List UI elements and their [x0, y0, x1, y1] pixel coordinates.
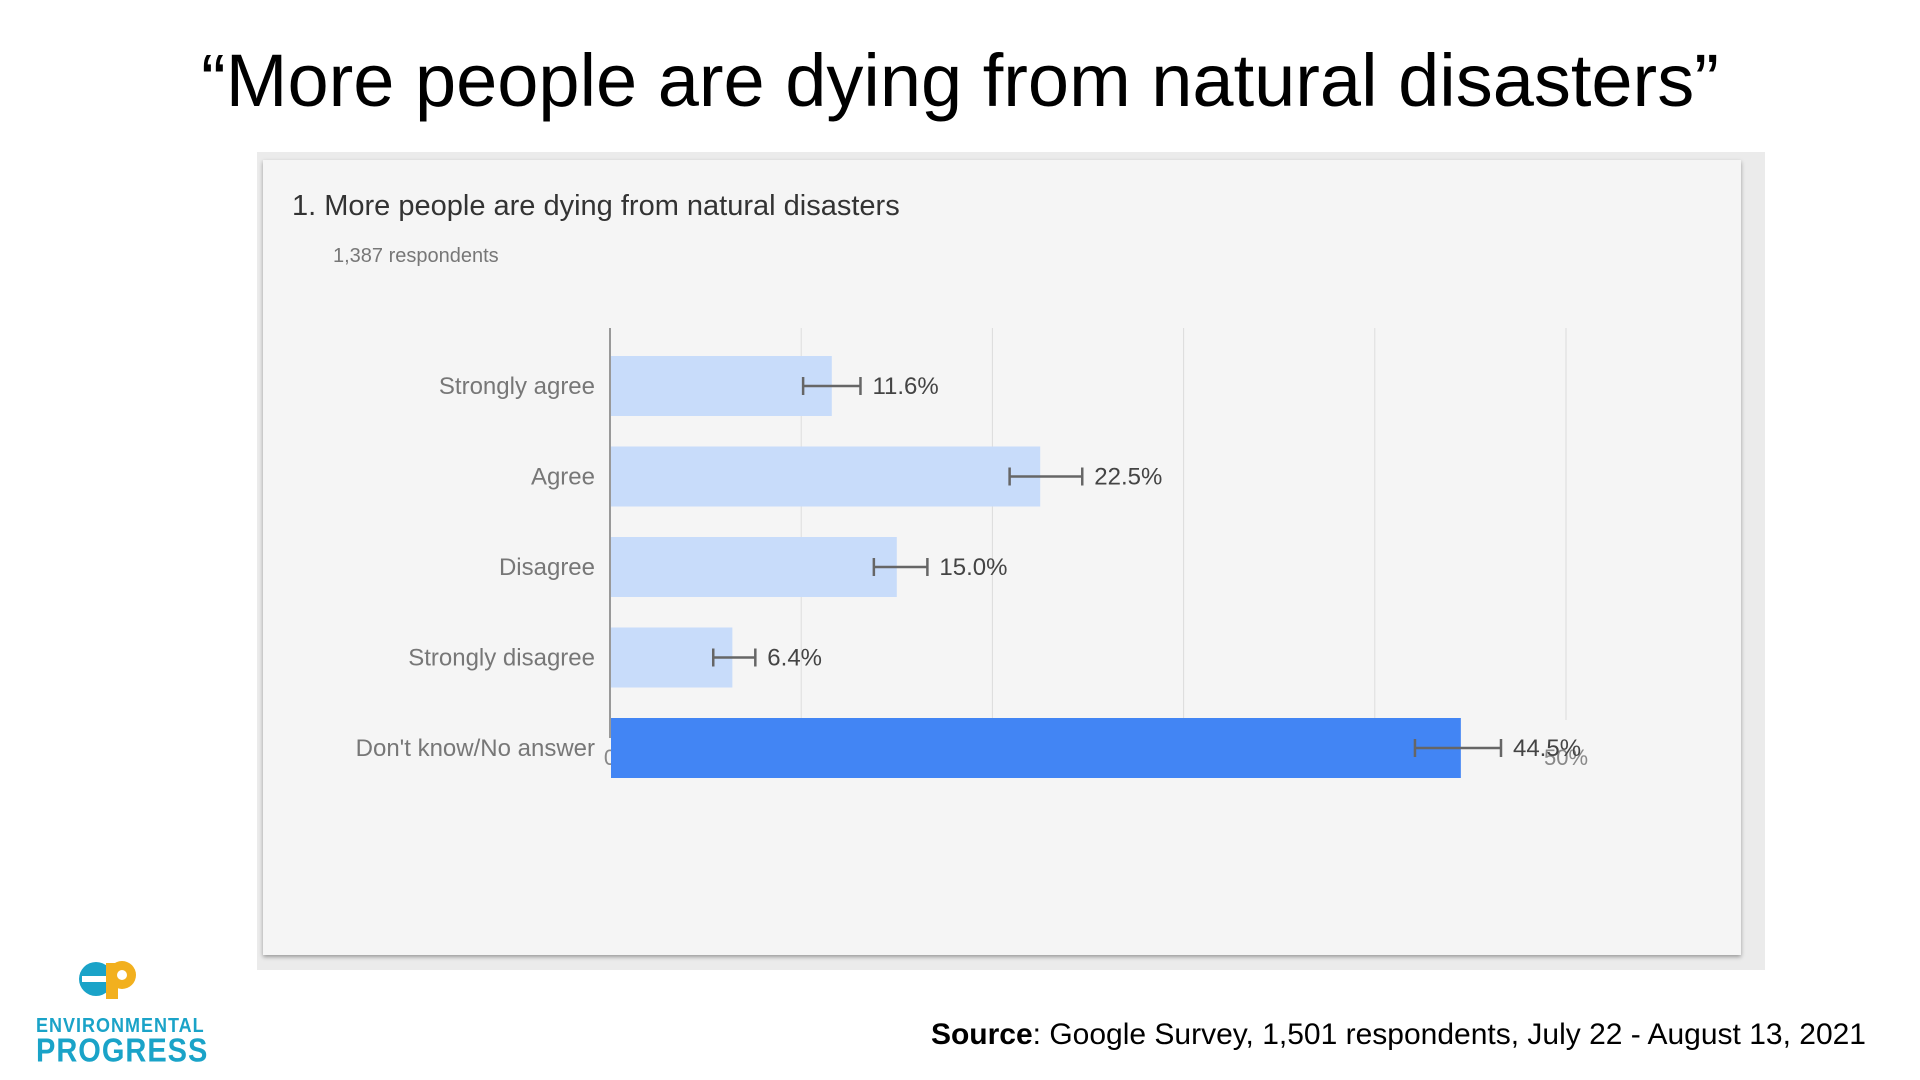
category-label: Strongly disagree [408, 645, 595, 672]
logo-text-line2: PROGRESS [36, 1032, 209, 1070]
category-label: Strongly agree [439, 373, 595, 400]
question-title: 1. More people are dying from natural di… [292, 190, 900, 222]
x-tick-label: 50% [1544, 745, 1588, 770]
environmental-progress-logo: ENVIRONMENTAL PROGRESS [32, 955, 207, 1069]
source-note: Source: Google Survey, 1,501 respondents… [931, 1018, 1866, 1052]
data-label: 22.5% [1094, 464, 1162, 491]
source-text: : Google Survey, 1,501 respondents, July… [1032, 1018, 1866, 1051]
bar [611, 718, 1461, 778]
bar [611, 537, 897, 597]
data-label: 6.4% [767, 645, 822, 672]
ep-logo-icon [79, 961, 136, 999]
respondent-count: 1,387 respondents [333, 245, 499, 267]
slide-title: “More people are dying from natural disa… [201, 39, 1719, 122]
chart-card: 1. More people are dying from natural di… [263, 160, 1741, 955]
category-label: Don't know/No answer [356, 735, 595, 762]
data-label: 15.0% [939, 554, 1007, 581]
bar [611, 356, 832, 416]
data-label: 44.5% [1513, 735, 1581, 762]
category-label: Agree [531, 464, 595, 491]
category-label: Disagree [499, 554, 595, 581]
bar-chart: 01020304050%Strongly agree11.6%Agree22.5… [356, 328, 1588, 778]
data-label: 11.6% [872, 373, 938, 400]
bar [611, 446, 1041, 507]
source-label: Source [930, 1018, 1033, 1051]
logo-text-line1: ENVIRONMENTAL [36, 1013, 205, 1037]
